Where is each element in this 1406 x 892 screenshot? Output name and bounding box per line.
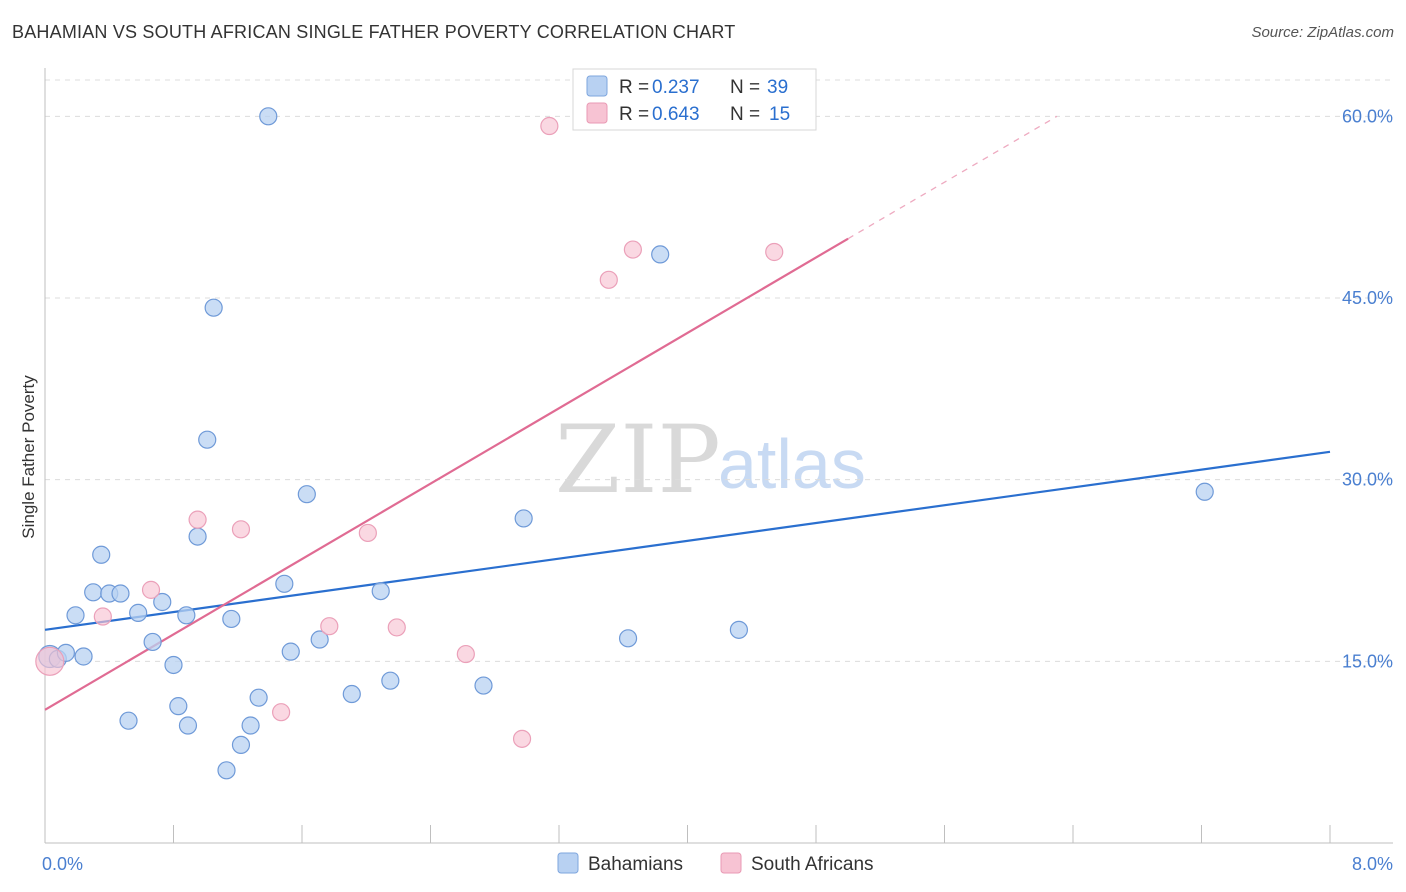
legend-top-n-value-pink: 15 bbox=[769, 104, 790, 125]
point-bahamians bbox=[153, 592, 172, 612]
trend-line-south-africans bbox=[44, 237, 849, 711]
point-bahamians bbox=[177, 606, 196, 625]
point-bahamians bbox=[231, 735, 251, 755]
legend-bottom-label-pink: South Africans bbox=[751, 854, 874, 875]
point-bahamians bbox=[164, 655, 183, 675]
point-south-africans bbox=[358, 523, 377, 543]
trend-line-south-africans-extension bbox=[847, 115, 1058, 240]
point-bahamians bbox=[178, 716, 198, 735]
point-south-africans bbox=[231, 520, 251, 539]
point-south-africans bbox=[512, 729, 532, 748]
point-bahamians bbox=[729, 620, 749, 639]
y-axis-title: Single Father Poverty bbox=[19, 375, 38, 539]
point-bahamians bbox=[143, 632, 162, 652]
point-bahamians bbox=[381, 671, 400, 690]
point-bahamians bbox=[84, 583, 103, 602]
point-bahamians bbox=[241, 716, 260, 735]
point-south-africans bbox=[599, 270, 618, 289]
trend-layer bbox=[44, 115, 1331, 711]
point-south-africans bbox=[93, 607, 112, 626]
chart-source: Source: ZipAtlas.com bbox=[1251, 24, 1394, 41]
point-bahamians bbox=[474, 676, 493, 695]
legend-top-box bbox=[572, 68, 817, 131]
point-south-africans bbox=[765, 242, 784, 262]
y-tick-label: 60.0% bbox=[1342, 106, 1393, 126]
point-bahamians bbox=[1195, 482, 1214, 501]
point-bahamians bbox=[169, 697, 188, 716]
x-tick-label: 0.0% bbox=[42, 854, 83, 874]
point-bahamians bbox=[129, 603, 148, 622]
point-bahamians bbox=[342, 684, 361, 704]
grid-layer bbox=[45, 79, 1393, 662]
point-bahamians bbox=[222, 609, 241, 629]
point-south-africans bbox=[623, 240, 642, 259]
legend-top-n-value-blue: 39 bbox=[767, 77, 788, 98]
legend-top-r-value-blue: 0.237 bbox=[652, 77, 700, 98]
point-south-africans bbox=[387, 618, 406, 637]
point-bahamians bbox=[297, 485, 316, 504]
point-bahamians bbox=[111, 584, 130, 603]
watermark-atlas: atlas bbox=[718, 425, 866, 503]
point-bahamians bbox=[119, 711, 138, 730]
point-bahamians bbox=[92, 545, 111, 564]
point-south-africans bbox=[540, 116, 559, 136]
legend-bottom-label-blue: Bahamians bbox=[588, 854, 683, 875]
point-bahamians bbox=[217, 761, 236, 780]
legend-top-r-label-pink: R = bbox=[619, 104, 649, 125]
point-south-africans bbox=[272, 703, 291, 722]
legend-top-swatch-blue bbox=[586, 75, 608, 97]
point-bahamians bbox=[651, 245, 670, 264]
point-bahamians bbox=[281, 642, 300, 661]
y-tick-label: 45.0% bbox=[1342, 288, 1393, 308]
point-south-africans bbox=[320, 617, 339, 636]
point-bahamians bbox=[310, 630, 329, 649]
point-bahamians bbox=[74, 647, 93, 666]
watermark-zip: ZIP bbox=[555, 406, 721, 515]
legend-top-r-value-pink: 0.643 bbox=[652, 104, 700, 125]
point-bahamians bbox=[249, 688, 268, 707]
point-bahamians bbox=[188, 527, 207, 546]
legend-top-r-label-blue: R = bbox=[619, 77, 649, 98]
point-bahamians bbox=[275, 574, 294, 593]
chart-title: BAHAMIAN VS SOUTH AFRICAN SINGLE FATHER … bbox=[12, 22, 736, 42]
point-bahamians bbox=[259, 107, 278, 126]
point-bahamians bbox=[66, 606, 85, 625]
legend-top-n-label-pink: N = bbox=[730, 104, 760, 125]
point-bahamians bbox=[514, 509, 533, 528]
legend-bottom: Bahamians South Africans bbox=[557, 852, 874, 875]
point-bahamians bbox=[198, 430, 217, 449]
point-south-africans bbox=[188, 510, 207, 529]
point-bahamians bbox=[204, 298, 223, 317]
y-tick-label: 30.0% bbox=[1342, 470, 1393, 490]
legend-top: R = 0.237 N = 39 R = 0.643 N = 15 bbox=[572, 68, 817, 131]
point-south-africans bbox=[456, 644, 475, 664]
point-bahamians bbox=[371, 581, 390, 601]
legend-top-swatch-pink bbox=[586, 102, 608, 124]
y-tick-label: 15.0% bbox=[1342, 651, 1393, 671]
point-south-africans bbox=[141, 580, 161, 599]
legend-bottom-swatch-pink bbox=[720, 852, 742, 874]
axis-layer: 15.0% 30.0% 45.0% 60.0% 0.0% 8.0% bbox=[42, 68, 1393, 874]
legend-top-n-label-blue: N = bbox=[730, 77, 760, 98]
legend-bottom-swatch-blue bbox=[557, 852, 579, 874]
x-tick-label: 8.0% bbox=[1352, 854, 1393, 874]
points-layer bbox=[35, 107, 1214, 780]
trend-line-bahamians bbox=[44, 450, 1331, 631]
point-south-africans bbox=[35, 646, 65, 676]
point-bahamians bbox=[618, 629, 638, 648]
